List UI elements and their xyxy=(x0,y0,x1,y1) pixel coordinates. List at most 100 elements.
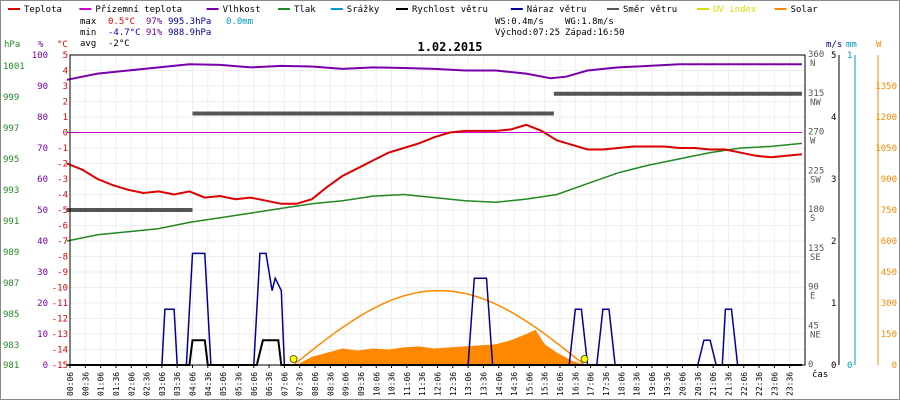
x-tick-label: 16:36 xyxy=(571,372,580,396)
axis-tick-degc: 4 xyxy=(63,67,68,77)
uv-marker xyxy=(580,355,589,363)
axis-tick-degc: -1 xyxy=(57,144,68,154)
axis-tick-dir-deg: 180 xyxy=(808,205,824,215)
stat-temp: -4.7°C xyxy=(108,28,141,38)
stat-rain: 0.0mm xyxy=(226,17,253,27)
x-tick-label: 20:36 xyxy=(694,372,703,396)
x-tick-label: 07:06 xyxy=(280,372,289,396)
stat-pressure: 995.3hPa xyxy=(168,17,211,27)
stat-row-label: avg xyxy=(80,39,96,49)
axis-unit-mm: mm xyxy=(846,40,857,50)
axis-tick-degc: -5 xyxy=(57,206,68,216)
axis-tick-degc: -12 xyxy=(52,315,68,325)
legend-label: Vlhkost xyxy=(223,5,261,15)
axis-tick-degc: -3 xyxy=(57,175,68,185)
x-tick-label: 19:06 xyxy=(648,372,657,396)
axis-tick-ms: 1 xyxy=(831,299,836,309)
stat-humidity: 97% xyxy=(146,17,163,27)
stat-temp: 0.5°C xyxy=(108,17,135,27)
axis-tick-ms: 2 xyxy=(831,237,836,247)
x-tick-label: 15:06 xyxy=(525,372,534,396)
x-tick-label: 20:06 xyxy=(679,372,688,396)
axis-tick-dir-deg: 315 xyxy=(808,89,824,99)
x-tick-label: 05:36 xyxy=(234,372,243,396)
x-tick-label: 03:36 xyxy=(173,372,182,396)
x-tick-label: 06:06 xyxy=(250,372,259,396)
axis-tick-dir-deg: 90 xyxy=(808,283,819,293)
axis-tick-pct: 70 xyxy=(37,144,48,154)
x-tick-label: 23:36 xyxy=(786,372,795,396)
axis-tick-dir-name: N xyxy=(810,59,815,69)
x-tick-label: 14:36 xyxy=(510,372,519,396)
axis-tick-dir-name: E xyxy=(810,292,815,302)
axis-tick-hpa: 981 xyxy=(3,361,19,371)
series-temperature xyxy=(66,123,803,205)
axis-tick-ms: 4 xyxy=(831,113,836,123)
axis-tick-hpa: 991 xyxy=(3,217,19,227)
axis-tick-w: 150 xyxy=(881,330,897,340)
uv-marker xyxy=(289,355,298,363)
axis-tick-pct: 30 xyxy=(37,268,48,278)
axis-tick-pct: 90 xyxy=(37,82,48,92)
axis-tick-degc: -8 xyxy=(57,253,68,263)
x-tick-label: 04:06 xyxy=(189,372,198,396)
x-tick-label: 12:36 xyxy=(449,372,458,396)
stat-row-label: max xyxy=(80,17,97,27)
axis-tick-pct: 10 xyxy=(37,330,48,340)
wind-gust-stat: WG:1.8m/s xyxy=(565,17,614,27)
axis-tick-hpa: 999 xyxy=(3,93,19,103)
axis-unit-hpa: hPa xyxy=(4,40,20,50)
x-tick-label: 01:06 xyxy=(97,372,106,396)
x-tick-label: 13:06 xyxy=(464,372,473,396)
x-tick-label: 19:36 xyxy=(663,372,672,396)
axis-tick-degc: -11 xyxy=(52,299,68,309)
axis-tick-pct: 80 xyxy=(37,113,48,123)
axis-tick-w: 750 xyxy=(881,206,897,216)
axis-tick-degc: 3 xyxy=(63,82,68,92)
x-tick-label: 10:36 xyxy=(388,372,397,396)
x-axis-label: čas xyxy=(812,369,828,380)
x-tick-label: 14:06 xyxy=(495,372,504,396)
axis-tick-dir-name: SW xyxy=(810,175,821,185)
x-tick-label: 11:36 xyxy=(418,372,427,396)
series-humidity xyxy=(66,63,802,81)
legend-label: Teplota xyxy=(24,5,62,15)
x-tick-label: 11:06 xyxy=(403,372,412,396)
x-tick-label: 15:36 xyxy=(541,372,550,396)
x-tick-label: 00:06 xyxy=(66,372,75,396)
axis-tick-degc: -9 xyxy=(57,268,68,278)
legend-label: Náraz větru xyxy=(527,5,587,15)
axis-tick-w: 1350 xyxy=(875,82,897,92)
legend-label: UV index xyxy=(713,5,757,15)
axis-tick-hpa: 997 xyxy=(3,124,19,134)
chart-title: 1.02.2015 xyxy=(417,40,482,54)
axis-tick-degc: 1 xyxy=(63,113,68,123)
x-tick-label: 02:06 xyxy=(127,372,136,396)
x-tick-label: 22:06 xyxy=(740,372,749,396)
x-tick-label: 04:36 xyxy=(204,372,213,396)
legend-label: Tlak xyxy=(294,5,316,15)
x-tick-label: 01:36 xyxy=(112,372,121,396)
x-tick-label: 13:36 xyxy=(479,372,488,396)
axis-tick-hpa: 987 xyxy=(3,279,19,289)
axis-tick-degc: -6 xyxy=(57,222,68,232)
axis-tick-hpa: 995 xyxy=(3,155,19,165)
x-tick-label: 07:36 xyxy=(296,372,305,396)
axis-tick-ms: 0 xyxy=(831,361,836,371)
axis-tick-ms: 3 xyxy=(831,175,836,185)
wind-speed-stat: WS:0.4m/s xyxy=(495,17,544,27)
axis-tick-dir-deg: 360 xyxy=(808,50,824,60)
axis-tick-degc: 0 xyxy=(63,129,68,139)
x-tick-label: 09:06 xyxy=(342,372,351,396)
axis-tick-degc: -4 xyxy=(57,191,68,201)
axis-unit-degc: °C xyxy=(57,40,68,50)
axis-tick-w: 1200 xyxy=(875,113,897,123)
axis-unit-w: W xyxy=(876,40,882,50)
x-tick-label: 05:06 xyxy=(219,372,228,396)
axis-tick-dir-deg: 0 xyxy=(808,360,813,370)
x-tick-label: 18:06 xyxy=(617,372,626,396)
axis-tick-degc: -15 xyxy=(52,361,68,371)
axis-tick-dir-name: NW xyxy=(810,98,821,108)
